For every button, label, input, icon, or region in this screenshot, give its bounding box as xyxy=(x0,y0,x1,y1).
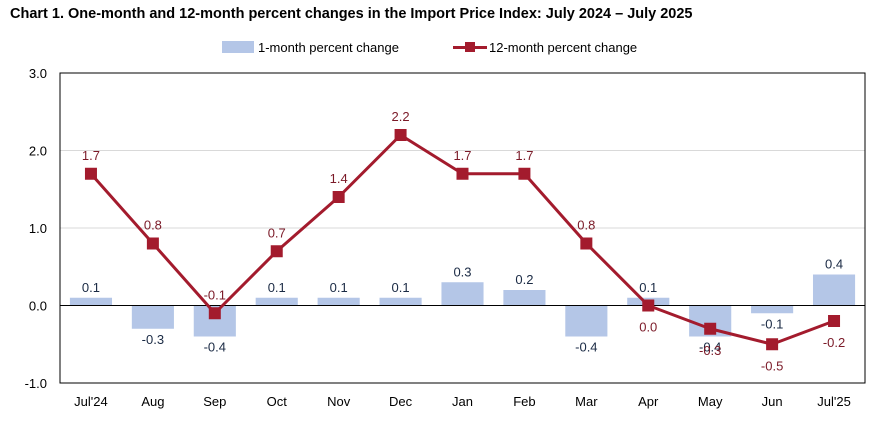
bar-data-label: 0.3 xyxy=(453,264,471,279)
line-marker xyxy=(270,245,283,258)
x-tick-label: Nov xyxy=(327,394,351,409)
legend-label-12-month: 12-month percent change xyxy=(489,39,638,55)
bar-data-label: -0.3 xyxy=(142,332,164,347)
line-marker xyxy=(208,307,221,320)
line-marker xyxy=(146,237,159,250)
line-marker xyxy=(394,129,407,141)
x-tick-label: Jul'24 xyxy=(74,394,108,409)
line-data-label: -0.3 xyxy=(699,343,721,358)
bar xyxy=(69,297,113,306)
line-marker xyxy=(332,191,345,203)
line-data-label: 1.4 xyxy=(330,171,348,186)
bar xyxy=(812,274,856,306)
bar-data-label: -0.4 xyxy=(204,340,226,355)
x-tick-label: Aug xyxy=(141,394,164,409)
line-marker xyxy=(580,237,593,250)
x-tick-label: Mar xyxy=(575,394,598,409)
legend-item-1-month: 1-month percent change xyxy=(222,38,399,56)
line-marker xyxy=(456,167,469,180)
legend-line-swatch xyxy=(453,41,487,53)
plot-border xyxy=(59,72,866,384)
line-data-label: 1.7 xyxy=(82,148,100,163)
line-marker xyxy=(642,299,655,312)
line-data-label: 1.7 xyxy=(453,148,471,163)
bar xyxy=(317,297,360,306)
x-tick-label: Jan xyxy=(452,394,473,409)
y-tick-label: 1.0 xyxy=(29,221,47,236)
line-data-label: -0.1 xyxy=(204,287,226,302)
line-data-label: 0.0 xyxy=(639,320,657,335)
line-marker xyxy=(828,315,841,327)
line-data-label: 2.2 xyxy=(392,109,410,124)
x-tick-label: Apr xyxy=(638,394,659,409)
legend-label-1-month: 1-month percent change xyxy=(258,39,399,55)
bar xyxy=(441,282,484,306)
y-tick-label: -1.0 xyxy=(25,376,47,391)
chart-title: Chart 1. One-month and 12-month percent … xyxy=(10,6,693,22)
line-marker xyxy=(766,338,779,351)
line-marker xyxy=(84,167,97,180)
line-data-label: 0.8 xyxy=(144,218,162,233)
line-data-label: 1.7 xyxy=(515,148,533,163)
bar-data-label: 0.2 xyxy=(515,272,533,287)
line-data-label: 0.7 xyxy=(268,225,286,240)
y-tick-label: 2.0 xyxy=(29,144,47,159)
bar xyxy=(503,290,546,306)
y-tick-label: 0.0 xyxy=(29,299,47,314)
bar-data-label: 0.1 xyxy=(268,280,286,295)
line-data-label: -0.2 xyxy=(823,335,845,350)
x-tick-label: Sep xyxy=(203,394,226,409)
x-tick-label: Dec xyxy=(389,394,413,409)
bar xyxy=(379,297,422,306)
line-data-label: -0.5 xyxy=(761,358,783,373)
bar-data-label: 0.1 xyxy=(392,280,410,295)
bar-data-label: 0.1 xyxy=(330,280,348,295)
line-marker xyxy=(704,322,717,335)
x-tick-label: May xyxy=(698,394,723,409)
y-tick-label: 3.0 xyxy=(29,66,47,81)
bar-data-label: -0.4 xyxy=(699,340,721,355)
bar xyxy=(255,297,298,306)
bar-data-label: -0.1 xyxy=(761,316,783,331)
x-tick-label: Oct xyxy=(267,394,288,409)
x-tick-label: Jun xyxy=(762,394,783,409)
legend-bar-swatch xyxy=(222,41,254,53)
bar-data-label: -0.4 xyxy=(575,340,597,355)
bar-data-label: 0.4 xyxy=(825,257,843,272)
line-data-label: 0.8 xyxy=(577,218,595,233)
x-tick-label: Jul'25 xyxy=(817,394,851,409)
bar xyxy=(131,305,174,329)
legend-item-12-month: 12-month percent change xyxy=(453,38,637,56)
bar-data-label: 0.1 xyxy=(82,280,100,295)
bar-data-label: 0.1 xyxy=(639,280,657,295)
line-marker xyxy=(518,167,531,180)
bar xyxy=(751,305,794,314)
x-tick-label: Feb xyxy=(513,394,535,409)
bar xyxy=(565,305,608,337)
